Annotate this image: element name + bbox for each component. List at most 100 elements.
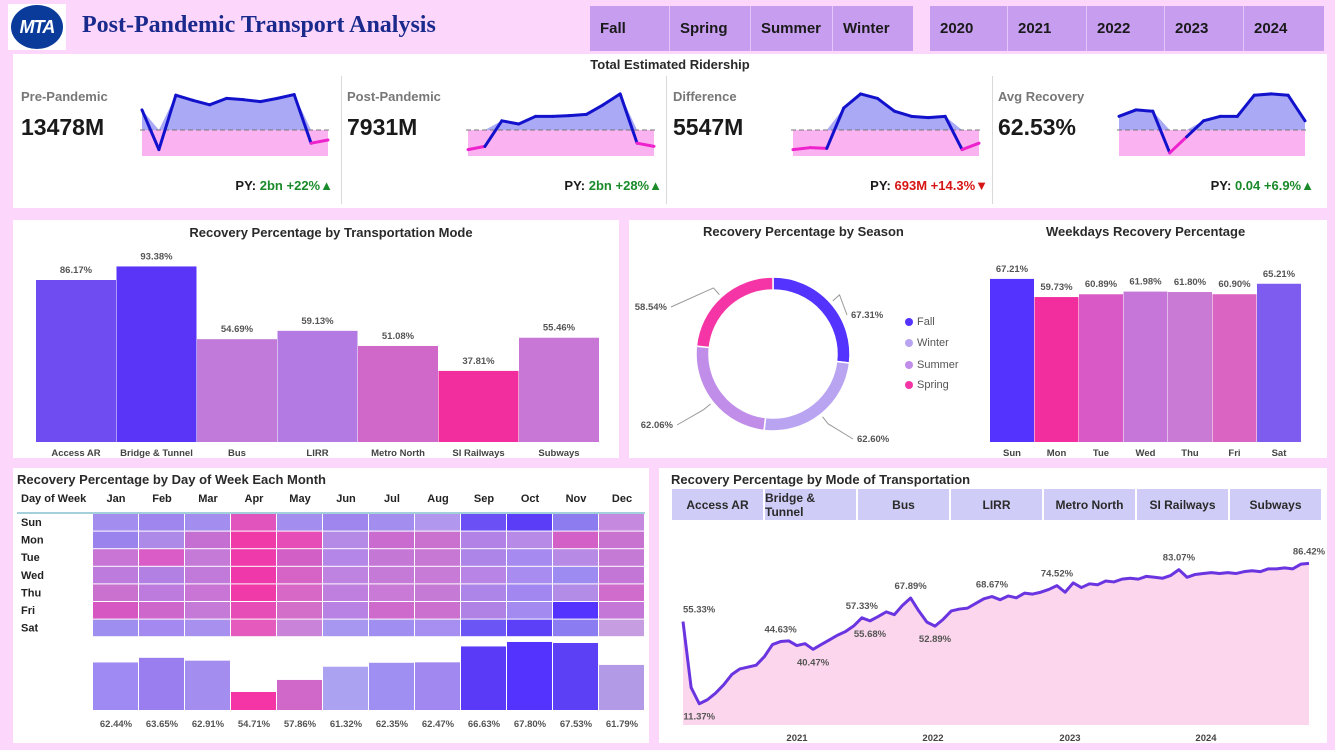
heatmap-cell[interactable] xyxy=(93,602,138,619)
heatmap-cell[interactable] xyxy=(507,514,552,531)
heatmap-cell[interactable] xyxy=(553,602,598,619)
mode-tab-subways[interactable]: Subways xyxy=(1230,489,1321,520)
month-total-bar[interactable] xyxy=(323,666,368,710)
heatmap-cell[interactable] xyxy=(323,602,368,619)
heatmap-cell[interactable] xyxy=(93,549,138,566)
heatmap-cell[interactable] xyxy=(599,514,644,531)
heatmap-cell[interactable] xyxy=(185,514,230,531)
heatmap-cell[interactable] xyxy=(461,531,506,549)
heatmap-cell[interactable] xyxy=(231,619,276,637)
heatmap-cell[interactable] xyxy=(139,566,184,584)
heatmap-cell[interactable] xyxy=(461,584,506,601)
heatmap-cell[interactable] xyxy=(139,549,184,566)
heatmap-cell[interactable] xyxy=(415,566,460,584)
season-summer-button[interactable]: Summer xyxy=(751,6,833,51)
heatmap-cell[interactable] xyxy=(323,566,368,584)
heatmap-cell[interactable] xyxy=(461,549,506,566)
heatmap-cell[interactable] xyxy=(185,531,230,549)
heatmap-cell[interactable] xyxy=(139,602,184,619)
heatmap-cell[interactable] xyxy=(553,514,598,531)
heatmap-cell[interactable] xyxy=(93,566,138,584)
heatmap-cell[interactable] xyxy=(185,619,230,637)
month-total-bar[interactable] xyxy=(139,657,184,710)
mode-tab-metro-north[interactable]: Metro North xyxy=(1044,489,1135,520)
bar-si-railways[interactable] xyxy=(438,370,519,442)
bar-metro-north[interactable] xyxy=(358,345,438,442)
heatmap-cell[interactable] xyxy=(507,584,552,601)
bar-sat[interactable] xyxy=(1257,283,1301,442)
mode-tab-bus[interactable]: Bus xyxy=(858,489,949,520)
heatmap-cell[interactable] xyxy=(185,602,230,619)
month-total-bar[interactable] xyxy=(553,642,598,710)
heatmap-cell[interactable] xyxy=(507,619,552,637)
heatmap-cell[interactable] xyxy=(369,619,414,637)
heatmap-cell[interactable] xyxy=(369,602,414,619)
legend-winter[interactable]: Winter xyxy=(905,337,949,349)
month-total-bar[interactable] xyxy=(461,646,506,710)
heatmap-cell[interactable] xyxy=(93,531,138,549)
heatmap-cell[interactable] xyxy=(231,566,276,584)
month-total-bar[interactable] xyxy=(507,641,552,710)
heatmap-cell[interactable] xyxy=(369,514,414,531)
heatmap-cell[interactable] xyxy=(185,566,230,584)
heatmap-cell[interactable] xyxy=(599,531,644,549)
bar-wed[interactable] xyxy=(1123,291,1168,442)
heatmap-cell[interactable] xyxy=(415,549,460,566)
donut-slice-summer[interactable] xyxy=(695,345,767,432)
heatmap-cell[interactable] xyxy=(553,531,598,549)
heatmap-cell[interactable] xyxy=(323,549,368,566)
heatmap-cell[interactable] xyxy=(231,514,276,531)
heatmap-cell[interactable] xyxy=(277,549,322,566)
heatmap-cell[interactable] xyxy=(323,619,368,637)
bar-subways[interactable] xyxy=(519,337,599,442)
heatmap-cell[interactable] xyxy=(369,566,414,584)
heatmap-cell[interactable] xyxy=(231,549,276,566)
heatmap-cell[interactable] xyxy=(323,584,368,601)
heatmap-cell[interactable] xyxy=(231,584,276,601)
heatmap-cell[interactable] xyxy=(369,584,414,601)
heatmap-cell[interactable] xyxy=(277,514,322,531)
bar-fri[interactable] xyxy=(1212,294,1257,442)
heatmap-cell[interactable] xyxy=(277,619,322,637)
heatmap-cell[interactable] xyxy=(461,514,506,531)
bar-sun[interactable] xyxy=(990,278,1034,442)
season-spring-button[interactable]: Spring xyxy=(670,6,751,51)
month-total-bar[interactable] xyxy=(599,664,644,710)
heatmap-cell[interactable] xyxy=(553,566,598,584)
mode-tab-lirr[interactable]: LIRR xyxy=(951,489,1042,520)
heatmap-cell[interactable] xyxy=(139,584,184,601)
heatmap-cell[interactable] xyxy=(185,549,230,566)
month-total-bar[interactable] xyxy=(185,660,230,710)
year-2023-button[interactable]: 2023 xyxy=(1165,6,1244,51)
heatmap-cell[interactable] xyxy=(277,602,322,619)
heatmap-cell[interactable] xyxy=(461,602,506,619)
heatmap-cell[interactable] xyxy=(323,531,368,549)
heatmap-cell[interactable] xyxy=(507,566,552,584)
year-2022-button[interactable]: 2022 xyxy=(1087,6,1165,51)
heatmap-cell[interactable] xyxy=(599,566,644,584)
heatmap-cell[interactable] xyxy=(599,602,644,619)
bar-lirr[interactable] xyxy=(277,330,358,442)
mode-tab-si-railways[interactable]: SI Railways xyxy=(1137,489,1228,520)
heatmap-cell[interactable] xyxy=(507,549,552,566)
heatmap-cell[interactable] xyxy=(93,619,138,637)
heatmap-cell[interactable] xyxy=(415,514,460,531)
bar-thu[interactable] xyxy=(1168,292,1212,442)
heatmap-cell[interactable] xyxy=(277,531,322,549)
heatmap-cell[interactable] xyxy=(231,602,276,619)
month-total-bar[interactable] xyxy=(277,679,322,710)
heatmap-cell[interactable] xyxy=(415,584,460,601)
heatmap-cell[interactable] xyxy=(599,584,644,601)
heatmap-cell[interactable] xyxy=(507,531,552,549)
year-2024-button[interactable]: 2024 xyxy=(1244,6,1324,51)
heatmap-cell[interactable] xyxy=(93,514,138,531)
bar-access-ar[interactable] xyxy=(36,280,116,442)
heatmap-cell[interactable] xyxy=(415,602,460,619)
heatmap-cell[interactable] xyxy=(461,566,506,584)
heatmap-cell[interactable] xyxy=(277,584,322,601)
heatmap-cell[interactable] xyxy=(139,619,184,637)
heatmap-cell[interactable] xyxy=(323,514,368,531)
heatmap-cell[interactable] xyxy=(415,619,460,637)
heatmap-cell[interactable] xyxy=(139,531,184,549)
heatmap-cell[interactable] xyxy=(277,566,322,584)
